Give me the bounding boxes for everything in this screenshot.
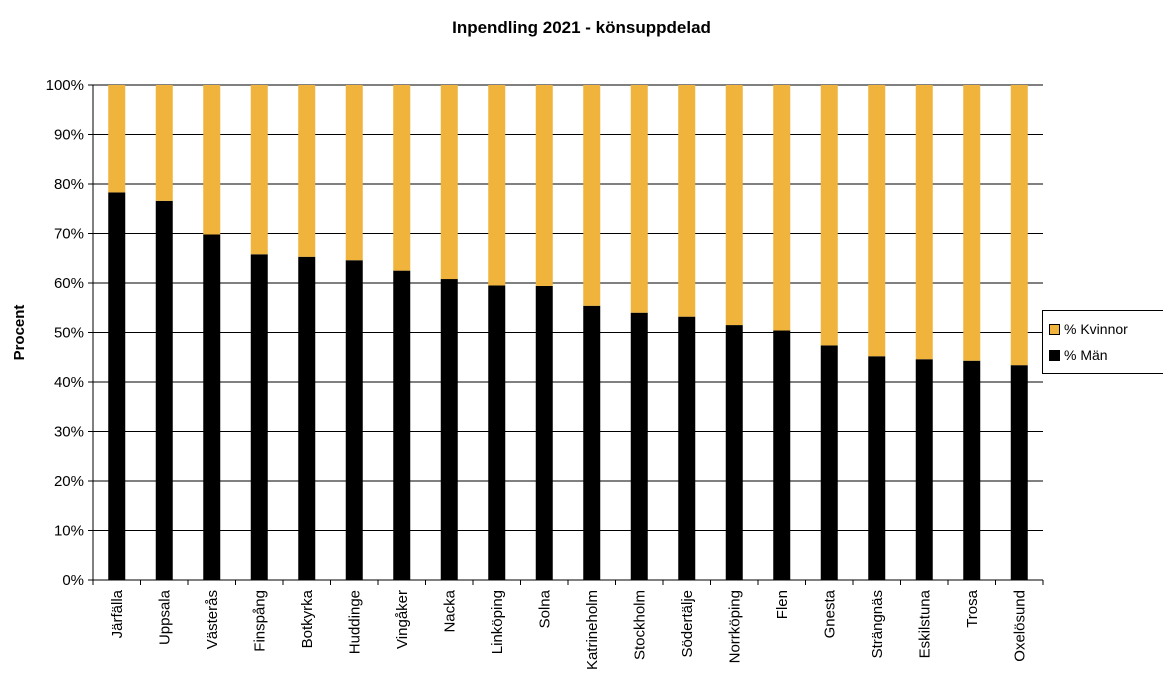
bar-kvinnor (963, 85, 981, 361)
bar-kvinnor (535, 85, 553, 286)
bar-kvinnor (678, 85, 696, 317)
x-tick-label: Gnesta (821, 589, 838, 638)
bar-kvinnor (868, 85, 886, 357)
legend-item-kvinnor: % Kvinnor (1049, 321, 1128, 337)
bar-man (108, 192, 126, 581)
y-tick-label: 70% (54, 226, 84, 243)
bar-man (250, 254, 268, 581)
bar-man (678, 316, 696, 580)
bar-man (773, 330, 791, 580)
x-tick-label: Järfälla (109, 589, 126, 638)
x-tick-label: Trosa (964, 589, 981, 627)
x-tick-label: Vingåker (394, 590, 411, 649)
y-tick-label: 90% (54, 127, 84, 144)
bar-man (155, 200, 173, 580)
bar-kvinnor (773, 85, 791, 331)
bar-man (915, 359, 933, 580)
x-tick-label: Södertälje (679, 590, 696, 658)
legend-item-man: % Män (1049, 347, 1108, 363)
bar-man (440, 279, 458, 580)
bar-man (820, 345, 838, 580)
y-tick-label: 20% (54, 473, 84, 490)
bar-kvinnor (250, 85, 268, 255)
y-tick-label: 40% (54, 374, 84, 391)
y-tick-label: 0% (62, 572, 84, 589)
bar-man (203, 234, 221, 581)
y-tick-label: 10% (54, 523, 84, 540)
bar-kvinnor (583, 85, 601, 306)
bar-kvinnor (440, 85, 458, 280)
x-tick-label: Flen (774, 590, 791, 619)
x-tick-label: Botkyrka (299, 589, 316, 648)
bar-man (963, 360, 981, 580)
x-tick-label: Finspång (251, 590, 268, 652)
bar-kvinnor (298, 85, 316, 257)
y-tick-label: 50% (54, 325, 84, 342)
legend: % Kvinnor % Män (1042, 310, 1163, 374)
x-tick-label: Katrineholm (584, 590, 601, 670)
bar-kvinnor (1010, 85, 1028, 366)
chart-title: Inpendling 2021 - könsuppdelad (452, 18, 711, 37)
legend-swatch-kvinnor (1049, 323, 1060, 335)
x-tick-label: Uppsala (156, 589, 173, 645)
bar-man (868, 356, 886, 580)
x-tick-label: Solna (536, 589, 553, 628)
bar-man (298, 256, 316, 580)
bar-man (630, 312, 648, 580)
bar-kvinnor (108, 85, 126, 193)
x-tick-label: Linköping (489, 590, 506, 654)
bar-kvinnor (630, 85, 648, 313)
x-tick-label: Stockholm (631, 590, 648, 660)
bar-kvinnor (345, 85, 363, 261)
bar-kvinnor (155, 85, 173, 201)
x-tick-label: Huddinge (346, 590, 363, 654)
x-tick-label: Eskilstuna (916, 589, 933, 658)
bar-man (1010, 365, 1028, 580)
x-tick-label: Oxelösund (1011, 590, 1028, 662)
y-tick-label: 80% (54, 176, 84, 193)
legend-swatch-man (1049, 349, 1060, 361)
bar-kvinnor (393, 85, 411, 271)
y-tick-label: 100% (46, 77, 84, 94)
y-tick-label: 30% (54, 424, 84, 441)
bar-man (345, 260, 363, 580)
bar-kvinnor (915, 85, 933, 360)
x-tick-label: Norrköping (726, 590, 743, 663)
bar-man (488, 285, 506, 580)
x-tick-label: Strängnäs (869, 590, 886, 658)
x-tick-label: Nacka (441, 589, 458, 632)
bar-kvinnor (488, 85, 506, 286)
bar-kvinnor (820, 85, 838, 346)
x-tick-label: Västerås (204, 590, 221, 649)
bar-kvinnor (203, 85, 221, 235)
legend-label-man: % Män (1064, 347, 1108, 363)
bar-kvinnor (725, 85, 743, 326)
y-axis-title: Procent (11, 305, 28, 361)
bar-man (583, 305, 601, 580)
legend-label-kvinnor: % Kvinnor (1064, 321, 1128, 337)
bar-man (393, 270, 411, 580)
y-tick-label: 60% (54, 275, 84, 292)
bar-man (535, 285, 553, 580)
bar-man (725, 325, 743, 580)
